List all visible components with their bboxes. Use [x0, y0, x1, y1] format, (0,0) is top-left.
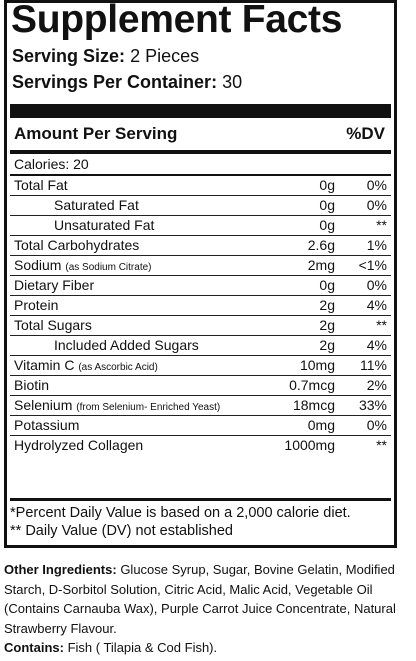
nutrient-row: Hydrolyzed Collagen 1000mg ** [10, 436, 391, 455]
nutrient-name-text: Calories: 20 [14, 156, 89, 172]
nutrient-name-text: Selenium [14, 397, 73, 413]
contains-text: Fish ( Tilapia & Cod Fish). [67, 640, 218, 655]
footer-divider [10, 498, 391, 501]
amount-per-serving-label: Amount Per Serving [14, 124, 178, 143]
nutrient-amount: 0g [319, 197, 335, 213]
nutrient-name-text: Dietary Fiber [14, 277, 95, 293]
panel-title: Supplement Facts [11, 0, 343, 41]
nutrient-table: Calories: 20 Total Fat 0g 0% Saturated Fat 0g… [10, 155, 391, 455]
nutrient-amount: 0g [319, 217, 335, 233]
nutrient-amount: 2g [319, 337, 335, 353]
nutrient-row: Protein 2g 4% [10, 296, 391, 316]
nutrient-row: Calories: 20 [10, 155, 391, 176]
nutrient-dv: 33% [358, 397, 387, 413]
serving-size-value: 2 Pieces [130, 46, 200, 66]
nutrient-dv: 2% [366, 377, 387, 393]
nutrient-source-note: (as Sodium Citrate) [65, 262, 152, 273]
amount-header: Amount Per Serving %DV [10, 120, 391, 148]
contains-label: Contains: [4, 640, 64, 655]
nutrient-name: Total Sugars [14, 316, 92, 335]
nutrient-amount: 18mcg [292, 397, 335, 413]
nutrient-row: Unsaturated Fat 0g ** [10, 216, 391, 236]
nutrient-dv: 0% [366, 197, 387, 213]
nutrient-amount: 2.6g [307, 237, 335, 253]
dv-label: %DV [346, 124, 385, 143]
nutrient-name-text: Unsaturated Fat [54, 217, 155, 233]
ingredients-block: Other Ingredients: Glucose Syrup, Sugar,… [4, 560, 412, 658]
nutrient-amount: 0mg [307, 417, 335, 433]
nutrient-name: Protein [14, 296, 58, 315]
nutrient-amount: 2g [319, 297, 335, 313]
nutrient-row: Included Added Sugars 2g 4% [10, 336, 391, 356]
nutrient-dv: 11% [360, 357, 387, 373]
footnote-not-established: ** Daily Value (DV) not established [10, 523, 233, 539]
nutrient-name: Selenium (from Selenium- Enriched Yeast) [14, 396, 220, 417]
nutrient-dv: ** [376, 217, 387, 233]
nutrient-source-note: (as Ascorbic Acid) [78, 362, 158, 373]
nutrient-amount: 2mg [307, 257, 335, 273]
nutrient-amount: 0.7mcg [289, 377, 335, 393]
nutrient-row: Total Fat 0g 0% [10, 176, 391, 196]
nutrient-name-text: Vitamin C [14, 357, 75, 373]
nutrient-name: Total Carbohydrates [14, 236, 139, 255]
nutrient-name-text: Biotin [14, 377, 50, 393]
nutrient-amount: 0g [319, 277, 335, 293]
nutrient-dv: ** [376, 317, 387, 333]
nutrient-name-text: Sodium [14, 257, 62, 273]
serving-size-label: Serving Size: [12, 46, 126, 66]
servings-per-container-label: Servings Per Container: [12, 72, 218, 92]
nutrient-name-text: Potassium [14, 417, 80, 433]
nutrient-dv: 4% [366, 297, 387, 313]
other-ingredients-label: Other Ingredients: [4, 562, 117, 577]
nutrient-row: Saturated Fat 0g 0% [10, 196, 391, 216]
nutrient-name: Biotin [14, 376, 49, 395]
nutrient-name: Vitamin C (as Ascorbic Acid) [14, 356, 158, 377]
nutrient-row: Total Sugars 2g ** [10, 316, 391, 336]
supplement-facts-panel [4, 0, 397, 548]
nutrient-dv: 0% [366, 277, 387, 293]
nutrient-name-text: Total Fat [14, 177, 68, 193]
serving-size: Serving Size: 2 Pieces [12, 46, 199, 67]
nutrient-name: Calories: 20 [14, 155, 89, 174]
nutrient-row: Potassium 0mg 0% [10, 416, 391, 436]
nutrient-dv: ** [376, 437, 387, 453]
nutrient-row: Selenium (from Selenium- Enriched Yeast)… [10, 396, 391, 416]
nutrient-dv: 1% [366, 237, 387, 253]
nutrient-name-text: Hydrolyzed Collagen [14, 437, 144, 453]
thick-divider [10, 104, 391, 118]
nutrient-name-text: Included Added Sugars [54, 337, 199, 353]
nutrient-row: Total Carbohydrates 2.6g 1% [10, 236, 391, 256]
medium-divider [10, 150, 391, 154]
servings-per-container: Servings Per Container: 30 [12, 72, 242, 93]
nutrient-name: Saturated Fat [54, 196, 139, 215]
nutrient-name-text: Total Sugars [14, 317, 92, 333]
nutrient-dv: 0% [366, 417, 387, 433]
nutrient-name: Total Fat [14, 176, 68, 195]
nutrient-amount: 10mg [299, 357, 335, 373]
nutrient-name-text: Protein [14, 297, 59, 313]
nutrient-dv: 4% [366, 337, 387, 353]
nutrient-amount: 1000mg [284, 437, 335, 453]
nutrient-amount: 0g [319, 177, 335, 193]
nutrient-dv: 0% [366, 177, 387, 193]
nutrient-name: Unsaturated Fat [54, 216, 154, 235]
nutrient-amount: 2g [319, 317, 335, 333]
nutrient-name: Sodium (as Sodium Citrate) [14, 256, 152, 277]
nutrient-name: Hydrolyzed Collagen [14, 436, 143, 455]
nutrient-row: Vitamin C (as Ascorbic Acid) 10mg 11% [10, 356, 391, 376]
nutrient-source-note: (from Selenium- Enriched Yeast) [76, 402, 221, 413]
servings-per-container-value: 30 [222, 72, 243, 92]
footnote-dv: *Percent Daily Value is based on a 2,000… [10, 505, 351, 521]
nutrient-dv: <1% [358, 257, 387, 273]
nutrient-row: Sodium (as Sodium Citrate) 2mg <1% [10, 256, 391, 276]
nutrient-name-text: Total Carbohydrates [14, 237, 140, 253]
nutrient-name: Included Added Sugars [54, 336, 199, 355]
nutrient-name-text: Saturated Fat [54, 197, 139, 213]
nutrient-name: Dietary Fiber [14, 276, 94, 295]
nutrient-row: Biotin 0.7mcg 2% [10, 376, 391, 396]
nutrient-name: Potassium [14, 416, 79, 435]
other-ingredients-text: Glucose Syrup, Sugar, Bovine Gelatin, Mo… [4, 562, 396, 636]
nutrient-row: Dietary Fiber 0g 0% [10, 276, 391, 296]
